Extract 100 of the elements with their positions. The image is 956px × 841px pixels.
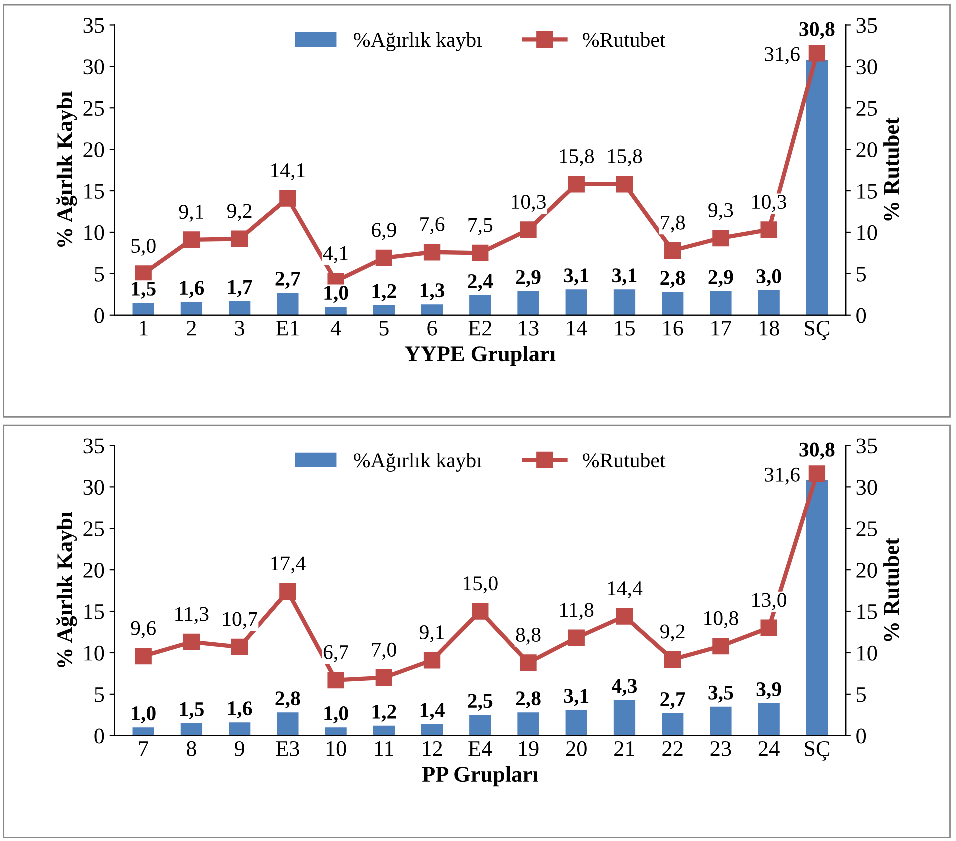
bar xyxy=(132,302,154,316)
legend-label: %Rutubet xyxy=(583,453,666,468)
y2-tick-label: 10 xyxy=(858,225,878,240)
data-label: 2,7 xyxy=(660,692,686,710)
data-label: 9,3 xyxy=(708,203,734,220)
x-tick-label: 8 xyxy=(186,741,196,756)
data-label: 1,3 xyxy=(420,284,445,301)
x-tick-label: 1 xyxy=(140,320,148,336)
point xyxy=(808,45,826,62)
point xyxy=(760,620,778,636)
x-tick-label: 14 xyxy=(567,320,588,336)
data-label: 2,7 xyxy=(276,272,300,290)
data-label: 2,4 xyxy=(468,274,494,292)
data-label: 9,2 xyxy=(660,624,685,642)
x-tick-label: 10 xyxy=(326,741,346,756)
x-tick-label: 2 xyxy=(187,320,196,336)
data-label: 11,3 xyxy=(176,607,209,624)
data-label: 7,5 xyxy=(468,218,493,236)
data-label: 6,7 xyxy=(324,645,348,662)
bar xyxy=(806,60,828,316)
point xyxy=(472,603,489,620)
bar xyxy=(806,480,828,736)
y-tick-label: 15 xyxy=(84,604,104,620)
x-tick-label: E3 xyxy=(276,741,300,756)
x-tick-label: E1 xyxy=(276,320,299,336)
y-tick-label: 5 xyxy=(95,267,104,282)
x-axis-title: PP Grupları xyxy=(422,766,538,787)
y2-tick-label: 0 xyxy=(856,308,866,324)
x-tick-label: 22 xyxy=(662,741,683,756)
x-tick-label: 15 xyxy=(616,320,635,336)
bar xyxy=(518,712,540,736)
bar xyxy=(421,304,444,316)
bar xyxy=(470,295,492,316)
point xyxy=(135,266,152,282)
point xyxy=(520,222,537,238)
data-label: 2,5 xyxy=(468,694,493,712)
x-tick-label: 12 xyxy=(423,741,442,756)
y2-tick-label: 10 xyxy=(858,646,878,661)
y2-tick-label: 15 xyxy=(858,184,878,199)
data-label: 31,6 xyxy=(765,468,800,485)
data-label: 1,0 xyxy=(324,706,348,724)
y2-axis-title: % Rutubet xyxy=(884,118,900,221)
data-label: 1,5 xyxy=(132,282,156,299)
data-label: 1,4 xyxy=(420,703,445,720)
data-label: 3,1 xyxy=(564,689,589,706)
data-label: 7,8 xyxy=(661,216,686,233)
bar xyxy=(421,724,444,736)
data-label: 2,8 xyxy=(276,692,300,709)
y2-tick-label: 20 xyxy=(856,142,878,158)
x-tick-label: E2 xyxy=(468,320,492,336)
y-tick-label: 30 xyxy=(84,480,104,496)
bar xyxy=(325,307,347,316)
x-tick-label: 18 xyxy=(760,320,780,336)
data-label: 1,2 xyxy=(372,704,396,722)
point xyxy=(183,232,200,248)
data-label: 15,0 xyxy=(464,576,498,594)
y-tick-label: 35 xyxy=(84,18,104,34)
y-tick-label: 25 xyxy=(84,101,104,116)
data-label: 3,5 xyxy=(708,686,734,703)
y-axis-title: % Ağırlık Kaybı xyxy=(56,92,78,248)
data-label: 8,8 xyxy=(516,628,541,646)
y-tick-label: 35 xyxy=(84,438,104,454)
data-label: 14,4 xyxy=(608,582,643,599)
bar xyxy=(277,712,299,736)
data-label: 6,9 xyxy=(372,223,396,240)
point xyxy=(808,466,826,482)
y2-tick-label: 30 xyxy=(856,480,878,496)
data-label: 4,1 xyxy=(323,246,348,264)
x-axis-title: YYPE Grupları xyxy=(405,346,556,366)
y-tick-label: 20 xyxy=(84,142,104,158)
bar xyxy=(228,301,251,316)
data-label: 2,9 xyxy=(516,270,541,288)
x-tick-label: 7 xyxy=(140,742,149,756)
point xyxy=(760,222,778,238)
x-tick-label: 21 xyxy=(614,741,635,756)
point xyxy=(231,230,248,248)
data-label: 1,6 xyxy=(180,281,204,298)
x-tick-label: 24 xyxy=(758,741,780,756)
data-label: 10,7 xyxy=(223,612,258,630)
bar xyxy=(277,292,299,316)
legend-label: %Ağırlık kaybı xyxy=(354,453,482,472)
data-label: 1,7 xyxy=(228,280,252,298)
x-tick-label: 3 xyxy=(235,320,245,336)
data-label: 10,3 xyxy=(512,195,546,212)
data-label: 9,6 xyxy=(131,621,156,638)
data-label: 31,6 xyxy=(765,47,800,64)
point xyxy=(568,176,585,193)
y-tick-label: 0 xyxy=(94,308,104,324)
data-label: 15,8 xyxy=(560,149,594,166)
point xyxy=(472,244,489,262)
data-label: 17,4 xyxy=(272,556,306,574)
bar xyxy=(373,726,395,736)
data-label: 1,6 xyxy=(228,702,252,719)
data-label: 10,3 xyxy=(752,195,786,212)
point xyxy=(135,648,152,665)
data-label: 3,1 xyxy=(564,268,589,286)
legend-label: %Ağırlık kaybı xyxy=(354,32,482,52)
y2-tick-label: 35 xyxy=(856,18,878,34)
x-tick-label: 19 xyxy=(519,741,539,756)
y-tick-label: 5 xyxy=(95,688,104,702)
